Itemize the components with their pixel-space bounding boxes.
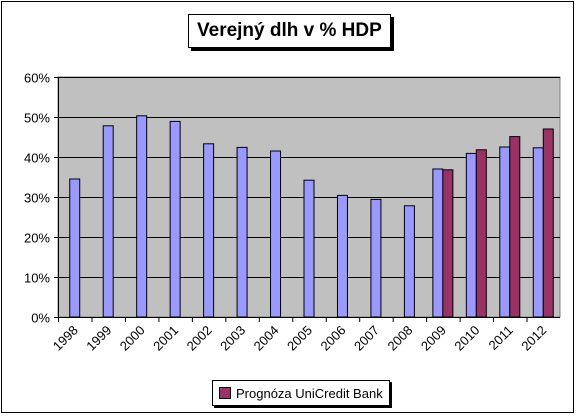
forecast-bar-2011 xyxy=(509,136,521,318)
x-tick-label: 2010 xyxy=(451,323,482,354)
bar-2002 xyxy=(203,143,215,318)
chart-title: Verejný dlh v % HDP xyxy=(197,20,382,41)
legend: Prognóza UniCredit Bank xyxy=(212,380,390,406)
bar-1998 xyxy=(69,178,81,318)
y-tick-label: 30% xyxy=(24,191,50,206)
bar-1999 xyxy=(102,125,114,318)
bar-2000 xyxy=(136,115,148,318)
bar-2005 xyxy=(303,179,315,318)
forecast-bar-2010 xyxy=(475,149,487,318)
forecast-bar-2009 xyxy=(442,169,454,318)
y-tick-label: 50% xyxy=(24,111,50,126)
x-tick-label: 2000 xyxy=(117,323,148,354)
y-tick-label: 60% xyxy=(24,71,50,86)
x-tick-label: 2004 xyxy=(251,323,282,354)
x-tick-label: 2009 xyxy=(418,323,449,354)
bar-2004 xyxy=(270,150,282,318)
x-tick-labels: 1998 1999 2000 2001 2002 2003 2004 2005 2006 2007… xyxy=(50,323,550,354)
bar-2006 xyxy=(336,194,348,318)
x-tick-label: 2007 xyxy=(351,323,382,354)
x-tick-label: 2012 xyxy=(518,323,549,354)
bar-2003 xyxy=(236,146,248,318)
y-tick-label: 40% xyxy=(24,151,50,166)
legend-label: Prognóza UniCredit Bank xyxy=(236,385,383,401)
x-tick-label: 1998 xyxy=(50,323,81,354)
x-tick-label: 1999 xyxy=(83,323,114,354)
y-tick-labels: 0% 10% 20% 30% 40% 50% 60% xyxy=(24,71,50,326)
bars xyxy=(69,115,554,318)
bar-2008 xyxy=(403,205,415,318)
x-tick-label: 2005 xyxy=(284,323,315,354)
forecast-bar-2012 xyxy=(542,128,554,318)
x-tick-label: 2001 xyxy=(150,323,181,354)
legend-swatch xyxy=(219,387,231,399)
y-tick-label: 0% xyxy=(31,311,50,326)
bar-2009 xyxy=(432,168,444,318)
x-tick-label: 2011 xyxy=(486,323,516,353)
bar-2007 xyxy=(370,198,382,318)
bar-2011 xyxy=(499,146,511,318)
x-tick-label: 2006 xyxy=(318,323,349,354)
chart-title-box: Verejný dlh v % HDP xyxy=(188,14,391,48)
bar-2010 xyxy=(465,152,477,318)
y-tick-label: 20% xyxy=(24,231,50,246)
x-tick-label: 2002 xyxy=(184,323,215,354)
bar-2012 xyxy=(532,147,544,318)
bar-2001 xyxy=(169,120,181,318)
axes xyxy=(58,77,560,322)
x-tick-label: 2008 xyxy=(384,323,415,354)
y-tick-label: 10% xyxy=(24,271,50,286)
x-tick-label: 2003 xyxy=(217,323,248,354)
